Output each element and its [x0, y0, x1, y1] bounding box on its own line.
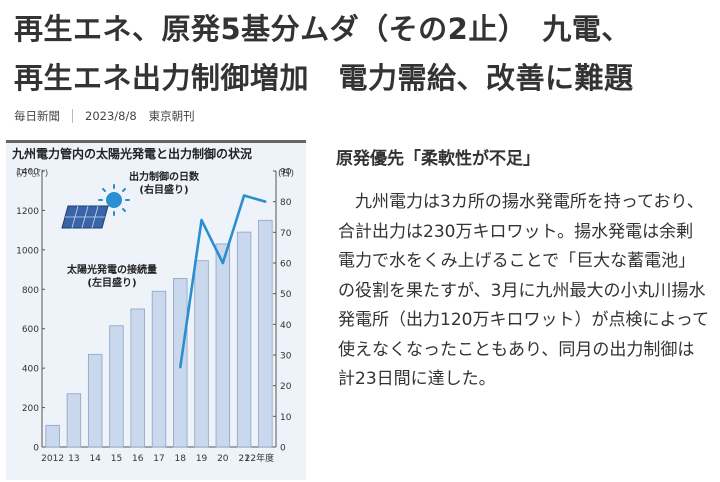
- solar-panel-icon: [61, 205, 109, 229]
- right-tick-label: 40: [280, 321, 292, 331]
- right-tick-label: 20: [280, 382, 292, 392]
- x-tick-label: 2012: [41, 454, 64, 464]
- left-tick-label: 600: [22, 325, 39, 335]
- bar-series-label: 太陽光発電の接続量: [66, 263, 157, 276]
- chart-top-rule: [6, 140, 306, 143]
- x-tick-label: 18: [175, 454, 187, 464]
- right-tick-label: 90: [280, 168, 292, 178]
- article-meta: 毎日新聞 2023/8/8 東京朝刊: [14, 108, 195, 124]
- bar-14: [87, 353, 103, 448]
- line-point-20: [221, 261, 225, 265]
- right-tick-label: 80: [280, 198, 292, 208]
- solar-curtailment-chart: 九州電力管内の太陽光発電と出力制御の状況 (万㌔㍗) (日) 020040060…: [6, 140, 306, 480]
- left-unit-label: (万㌔㍗): [16, 168, 48, 179]
- x-tick-label: 21: [238, 454, 249, 464]
- x-tick-label: 20: [217, 454, 229, 464]
- x-tick-label: 14: [89, 454, 101, 464]
- article-paragraph: 九州電力は3カ所の揚水発電所を持っており、合計出力は230万キロワット。揚水発電…: [338, 192, 710, 389]
- line-point-19: [200, 218, 203, 222]
- article-body: 九州電力は3カ所の揚水発電所を持っており、合計出力は230万キロワット。揚水発電…: [338, 188, 710, 395]
- section-heading: 原発優先「柔軟性が不足」: [336, 149, 540, 169]
- bar-20: [215, 243, 231, 448]
- edition-label: 東京朝刊: [148, 109, 195, 123]
- headline-line-1: 再生エネ、原発5基分ムダ（その2止） 九電、: [14, 12, 631, 46]
- bar-2012: [45, 424, 60, 448]
- x-tick-label: 17: [153, 454, 164, 464]
- bar-19: [194, 260, 209, 448]
- bar-21: [236, 231, 252, 448]
- line-series-annotation: 出力制御の日数 (右目盛り): [129, 170, 200, 196]
- bar-series-axis-note: (左目盛り): [87, 276, 136, 289]
- left-tick-label: 800: [22, 286, 39, 296]
- right-tick-label: 60: [280, 260, 292, 270]
- bar-13: [66, 393, 82, 448]
- left-tick-label: 1200: [16, 207, 39, 217]
- bar-15: [109, 325, 124, 448]
- right-tick-label: 0: [280, 444, 286, 454]
- left-tick-label: 200: [22, 404, 39, 414]
- source-label: 毎日新聞: [14, 109, 60, 123]
- x-tick-label: 15: [111, 454, 122, 464]
- left-tick-label: 1000: [16, 246, 39, 256]
- line-point-21: [242, 194, 246, 197]
- line-point-22年度: [264, 200, 267, 203]
- left-tick-label: 0: [33, 444, 39, 454]
- right-tick-label: 70: [280, 229, 292, 239]
- chart-title: 九州電力管内の太陽光発電と出力制御の状況: [11, 146, 252, 161]
- right-tick-label: 10: [280, 413, 292, 423]
- bar-16: [130, 308, 145, 448]
- x-tick-label: 16: [132, 454, 144, 464]
- publish-date: 2023/8/8: [85, 109, 137, 123]
- line-point-18: [179, 366, 182, 369]
- left-tick-label: 1400: [16, 168, 39, 178]
- right-tick-label: 50: [280, 290, 292, 300]
- line-series-label: 出力制御の日数: [129, 170, 200, 183]
- bar-series-annotation: 太陽光発電の接続量 (左目盛り): [66, 263, 157, 289]
- headline-line-2: 再生エネ出力制御増加 電力需給、改善に難題: [14, 61, 634, 95]
- bar-17: [151, 290, 167, 448]
- bar-22年度: [258, 219, 273, 448]
- meta-divider: [72, 109, 73, 123]
- left-tick-label: 400: [22, 365, 39, 375]
- x-tick-label: 13: [68, 454, 79, 464]
- right-unit-label: (日): [278, 168, 294, 179]
- line-series-axis-note: (右目盛り): [139, 183, 188, 196]
- right-tick-label: 30: [280, 352, 292, 362]
- x-tick-label: 19: [196, 454, 208, 464]
- x-tick-label: 22年度: [245, 452, 274, 464]
